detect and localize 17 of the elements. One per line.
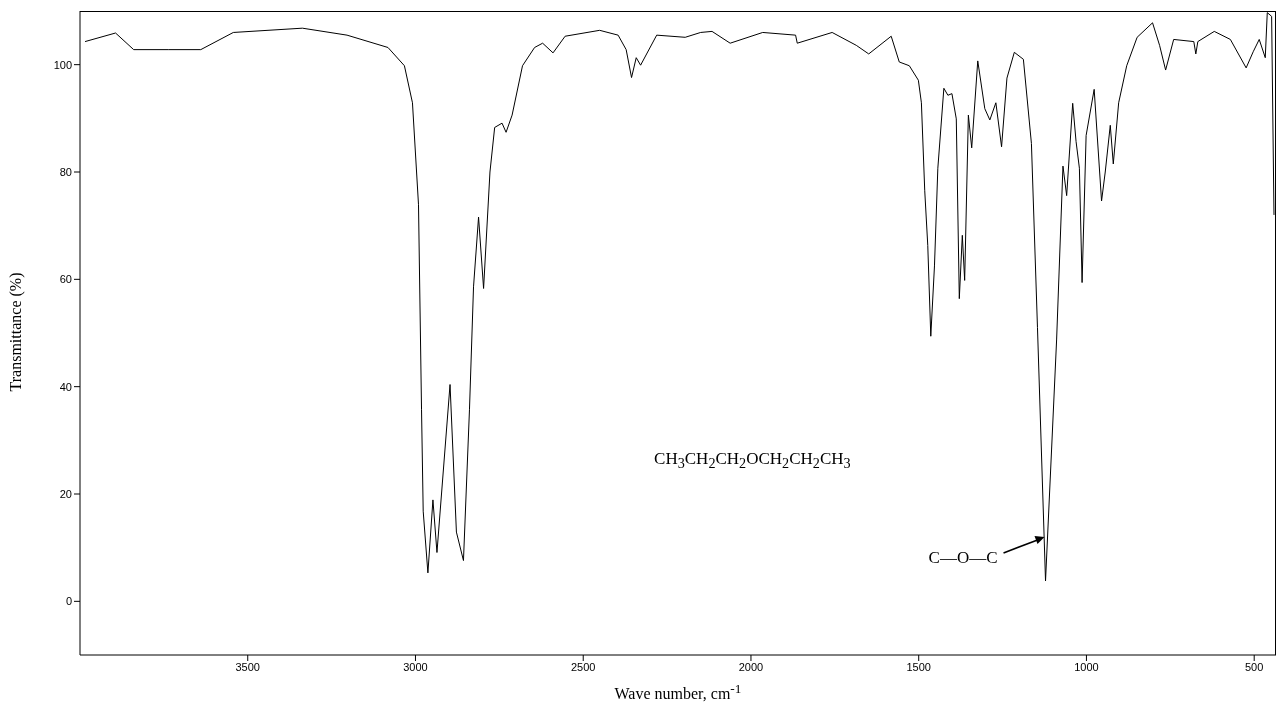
x-axis-title: Wave number, cm$^{-1}$ bbox=[613, 681, 743, 704]
y-tick-label: 60 bbox=[59, 273, 72, 286]
x-tick-label: 2500 bbox=[570, 660, 596, 673]
y-tick-label: 0 bbox=[65, 595, 72, 608]
x-tick-label: 1500 bbox=[906, 660, 931, 673]
y-tick-label: 20 bbox=[59, 487, 72, 500]
y-tick-label: 100 bbox=[53, 58, 72, 71]
x-tick-label: 2000 bbox=[738, 660, 764, 673]
y-axis-title: Transmittance (%) bbox=[7, 271, 25, 394]
text: CH$_{3}$CH$_{2}$CH$_{2}$OCH$_{2}$CH$_{2}$CH$_{3}$ bbox=[654, 448, 851, 472]
y-tick-label: 80 bbox=[59, 165, 72, 178]
annotation: C—O—C bbox=[928, 547, 998, 567]
y-tick-label: 40 bbox=[59, 380, 72, 393]
x-tick-label: 500 bbox=[1245, 660, 1264, 673]
x-tick-label: 3000 bbox=[403, 660, 428, 673]
x-tick-label: 1000 bbox=[1074, 660, 1099, 673]
x-tick-label: 3500 bbox=[235, 660, 260, 673]
